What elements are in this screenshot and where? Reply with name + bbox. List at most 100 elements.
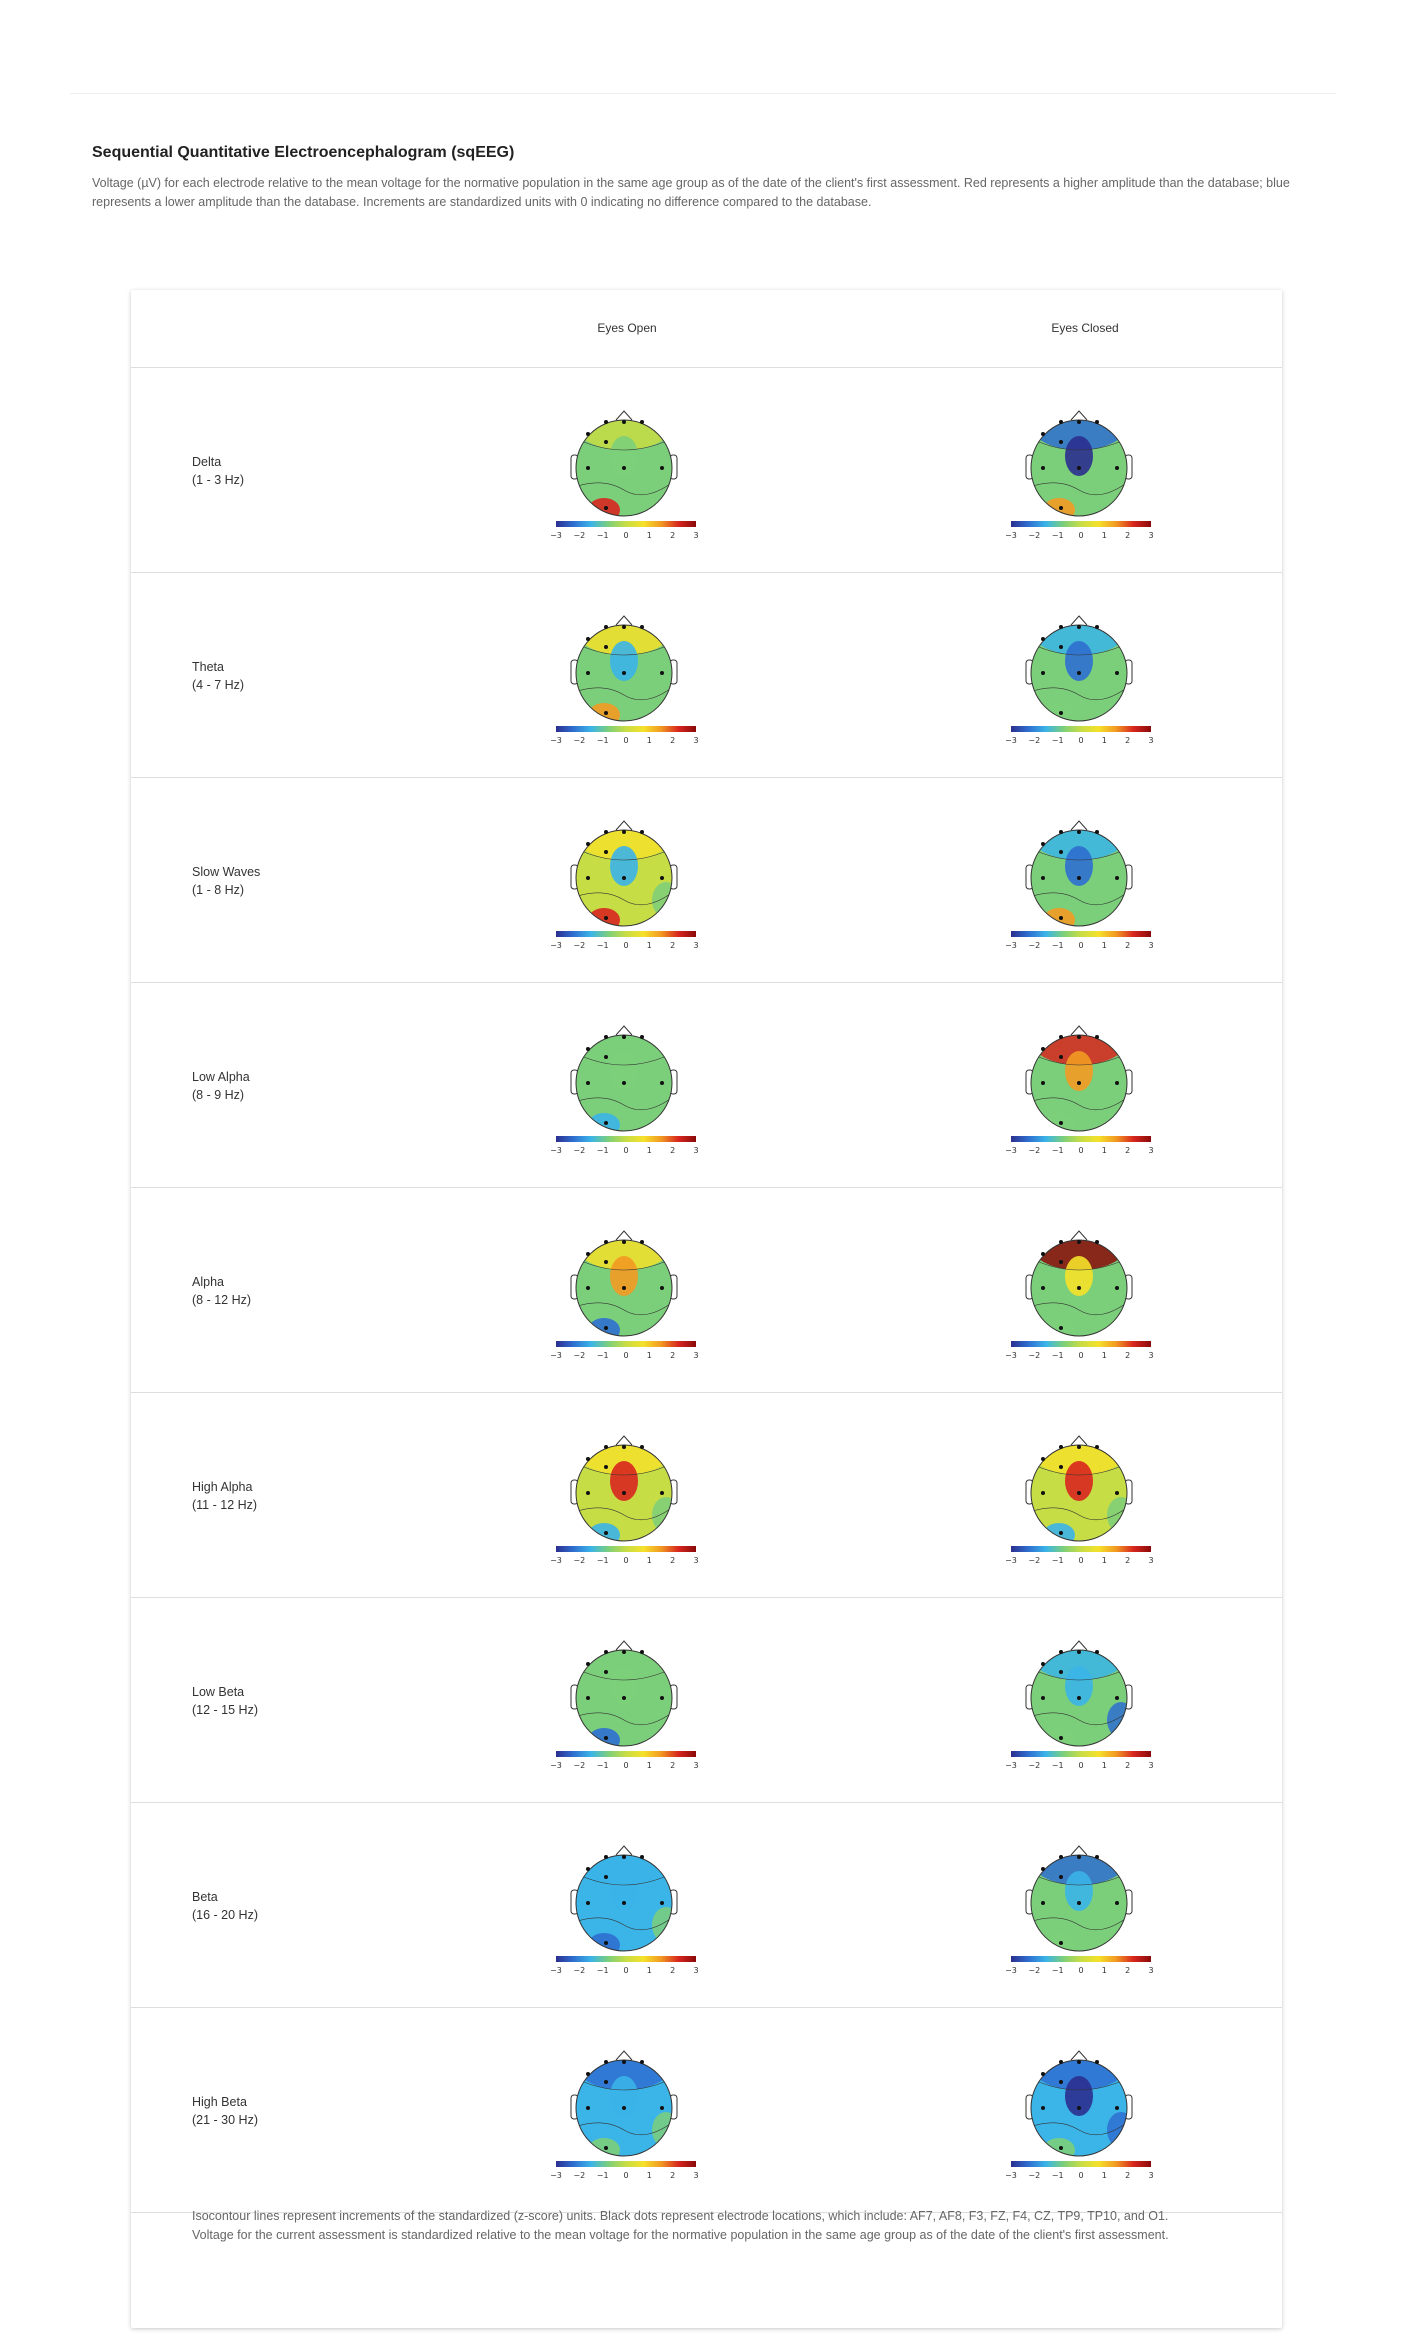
- colorbar-tick: 3: [1148, 1761, 1153, 1770]
- colorbar-tick: 0: [623, 1146, 628, 1155]
- colorbar-tick: −3: [550, 531, 562, 540]
- colorbar-tick: 1: [1102, 1146, 1107, 1155]
- topomap-eyes-open: −3 −2 −1 0 1 2 3: [544, 808, 704, 958]
- colorbar-tick: 0: [1078, 531, 1083, 540]
- colorbar-tick: 2: [1125, 1146, 1130, 1155]
- colorbar-tick: −3: [1005, 531, 1017, 540]
- colorbar-tick: −2: [1028, 1966, 1040, 1975]
- colorbar-tick: −3: [1005, 1146, 1017, 1155]
- colorbar-tick: 0: [623, 531, 628, 540]
- colorbar-tick: −3: [1005, 1556, 1017, 1565]
- colorbar-tick: 0: [1078, 1761, 1083, 1770]
- topomap-eyes-closed: −3 −2 −1 0 1 2 3: [999, 2038, 1159, 2188]
- colorbar-tick: 3: [1148, 941, 1153, 950]
- band-frequency-range: (21 - 30 Hz): [192, 2113, 258, 2127]
- colorbar-tick: −3: [550, 736, 562, 745]
- colorbar-tick: 2: [1125, 736, 1130, 745]
- colorbar-tick: −1: [1052, 941, 1064, 950]
- colorbar-tick: −2: [573, 1556, 585, 1565]
- colorbar-tick: 1: [1102, 736, 1107, 745]
- colorbar-tick: 3: [1148, 736, 1153, 745]
- band-name: Alpha: [192, 1275, 224, 1289]
- colorbar-tick: −2: [1028, 1351, 1040, 1360]
- colorbar-tick: −2: [1028, 941, 1040, 950]
- topomap-eyes-open: −3 −2 −1 0 1 2 3: [544, 603, 704, 753]
- colorbar-tick: −2: [573, 1966, 585, 1975]
- colorbar-tick: −1: [1052, 1761, 1064, 1770]
- colorbar-tick: −2: [573, 1146, 585, 1155]
- colorbar-tick: −1: [1052, 736, 1064, 745]
- colorbar-tick: 3: [693, 1761, 698, 1770]
- colorbar-tick: 3: [693, 1556, 698, 1565]
- colorbar-tick: 3: [693, 941, 698, 950]
- band-frequency-range: (12 - 15 Hz): [192, 1703, 258, 1717]
- colorbar-tick: −1: [597, 1351, 609, 1360]
- colorbar-tick: −3: [1005, 1351, 1017, 1360]
- colorbar-tick: 0: [623, 1966, 628, 1975]
- band-label: Beta (16 - 20 Hz): [192, 1888, 258, 1924]
- colorbar-tick: −2: [1028, 1761, 1040, 1770]
- colorbar-tick: 0: [623, 1351, 628, 1360]
- colorbar-tick: −1: [1052, 1146, 1064, 1155]
- colorbar-tick: −2: [1028, 1146, 1040, 1155]
- colorbar-tick: −2: [573, 941, 585, 950]
- colorbar-tick: −1: [597, 736, 609, 745]
- colorbar-tick: 3: [1148, 1351, 1153, 1360]
- colorbar-tick: −2: [573, 1351, 585, 1360]
- colorbar-tick: −2: [573, 531, 585, 540]
- band-label: Low Beta (12 - 15 Hz): [192, 1683, 258, 1719]
- colorbar-tick: 0: [623, 2171, 628, 2180]
- colorbar-tick: 1: [1102, 1761, 1107, 1770]
- colorbar-tick: 1: [1102, 1556, 1107, 1565]
- band-row: High Beta (21 - 30 Hz) −3 −2 −1 0 1 2 3: [131, 2008, 1282, 2213]
- colorbar-tick: 2: [670, 1556, 675, 1565]
- band-name: Low Alpha: [192, 1070, 250, 1084]
- topomap-eyes-closed: −3 −2 −1 0 1 2 3: [999, 1423, 1159, 1573]
- colorbar-tick: 1: [1102, 941, 1107, 950]
- colorbar-tick: 3: [1148, 531, 1153, 540]
- colorbar-tick: 0: [623, 1761, 628, 1770]
- colorbar-tick: 2: [1125, 531, 1130, 540]
- band-label: High Beta (21 - 30 Hz): [192, 2093, 258, 2129]
- colorbar-tick: 3: [693, 1351, 698, 1360]
- band-frequency-range: (16 - 20 Hz): [192, 1908, 258, 1922]
- band-frequency-range: (1 - 8 Hz): [192, 883, 245, 897]
- colorbar-tick: 2: [1125, 2171, 1130, 2180]
- band-name: Delta: [192, 455, 222, 469]
- colorbar-tick: 2: [670, 736, 675, 745]
- colorbar-tick: −2: [1028, 531, 1040, 540]
- colorbar-tick: −1: [1052, 1351, 1064, 1360]
- colorbar-tick: 3: [693, 531, 698, 540]
- band-row: Low Alpha (8 - 9 Hz) −3 −2 −1 0 1 2 3: [131, 983, 1282, 1188]
- colorbar-tick: −2: [1028, 736, 1040, 745]
- colorbar-tick: −3: [550, 1966, 562, 1975]
- band-label: Alpha (8 - 12 Hz): [192, 1273, 251, 1309]
- band-row: Beta (16 - 20 Hz) −3 −2 −1 0 1 2 3: [131, 1803, 1282, 2008]
- colorbar-tick: 3: [1148, 1146, 1153, 1155]
- colorbar-tick: 0: [1078, 1966, 1083, 1975]
- band-row: Slow Waves (1 - 8 Hz) −3 −2 −1 0 1 2 3: [131, 778, 1282, 983]
- colorbar-tick: −3: [1005, 2171, 1017, 2180]
- colorbar-tick: 1: [647, 736, 652, 745]
- colorbar-tick: −2: [573, 1761, 585, 1770]
- colorbar-tick: 0: [1078, 736, 1083, 745]
- colorbar-tick: −1: [597, 1761, 609, 1770]
- topomap-eyes-closed: −3 −2 −1 0 1 2 3: [999, 1218, 1159, 1368]
- colorbar-tick: 0: [623, 1556, 628, 1565]
- colorbar-tick: 0: [1078, 941, 1083, 950]
- topomap-eyes-closed: −3 −2 −1 0 1 2 3: [999, 603, 1159, 753]
- colorbar-tick: 0: [1078, 2171, 1083, 2180]
- colorbar-tick: 1: [647, 531, 652, 540]
- column-header-eyes-open: Eyes Open: [597, 321, 657, 335]
- colorbar-tick: −1: [597, 1146, 609, 1155]
- page-description: Voltage (µV) for each electrode relative…: [92, 176, 1290, 209]
- colorbar-tick: 0: [623, 736, 628, 745]
- colorbar-tick: 1: [647, 2171, 652, 2180]
- colorbar-tick: 1: [647, 941, 652, 950]
- band-row: High Alpha (11 - 12 Hz) −3 −2 −1 0 1 2 3: [131, 1393, 1282, 1598]
- band-name: Low Beta: [192, 1685, 245, 1699]
- colorbar-tick: −2: [573, 2171, 585, 2180]
- colorbar-tick: 3: [693, 2171, 698, 2180]
- colorbar-tick: 3: [693, 1146, 698, 1155]
- footnote-standardization: Voltage for the current assessment is st…: [192, 2228, 1169, 2242]
